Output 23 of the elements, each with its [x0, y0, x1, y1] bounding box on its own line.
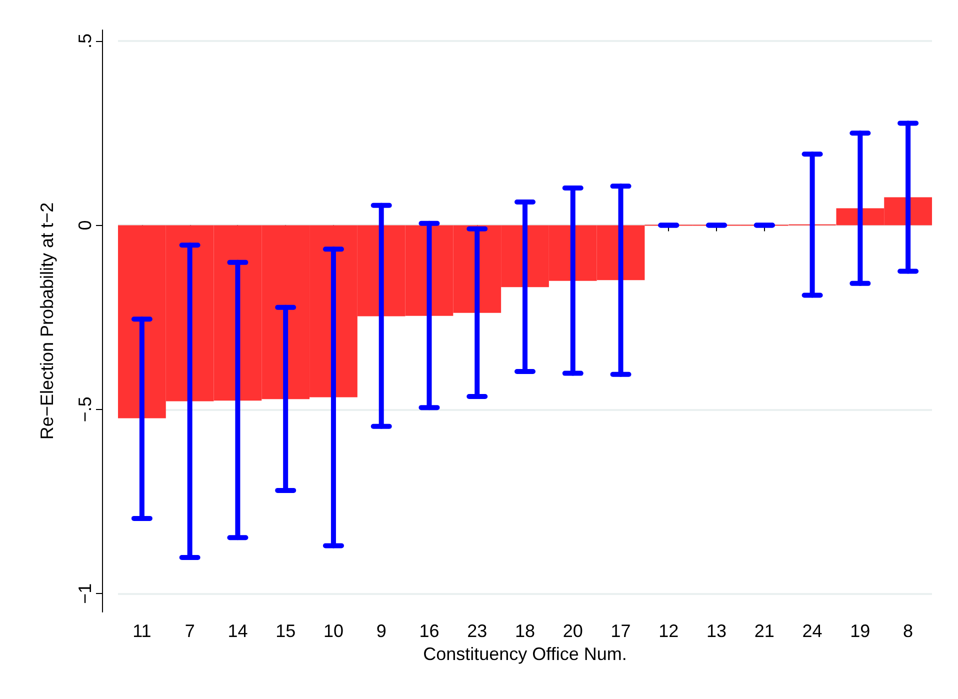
- y-tick-label: −1: [75, 583, 95, 604]
- x-tick-label: 14: [228, 621, 248, 641]
- x-tick-label: 17: [610, 621, 631, 641]
- y-tick-label: 0: [75, 220, 95, 230]
- x-tick-label: 13: [706, 621, 727, 641]
- x-tick-label: 7: [184, 621, 195, 641]
- x-tick-label: 8: [903, 621, 914, 641]
- x-tick-label: 16: [419, 621, 440, 641]
- x-tick-label: 15: [276, 621, 296, 641]
- x-tick-label: 18: [514, 621, 536, 641]
- x-tick-label: 23: [467, 621, 488, 641]
- x-tick-label: 11: [132, 621, 152, 641]
- x-tick-label: 21: [754, 621, 774, 641]
- y-tick-label: .5: [75, 34, 95, 49]
- x-tick-label: 12: [658, 621, 679, 641]
- x-tick-label: 24: [802, 621, 822, 641]
- x-tick-label: 19: [850, 621, 870, 641]
- y-tick-label: −.5: [75, 396, 95, 422]
- x-axis-title: Constituency Office Num.: [423, 644, 627, 664]
- y-axis-title: Re−Election Probability at t−2: [37, 202, 57, 440]
- x-tick-label: 20: [562, 621, 583, 641]
- x-tick-label: 10: [323, 621, 344, 641]
- x-tick-label: 9: [376, 621, 386, 641]
